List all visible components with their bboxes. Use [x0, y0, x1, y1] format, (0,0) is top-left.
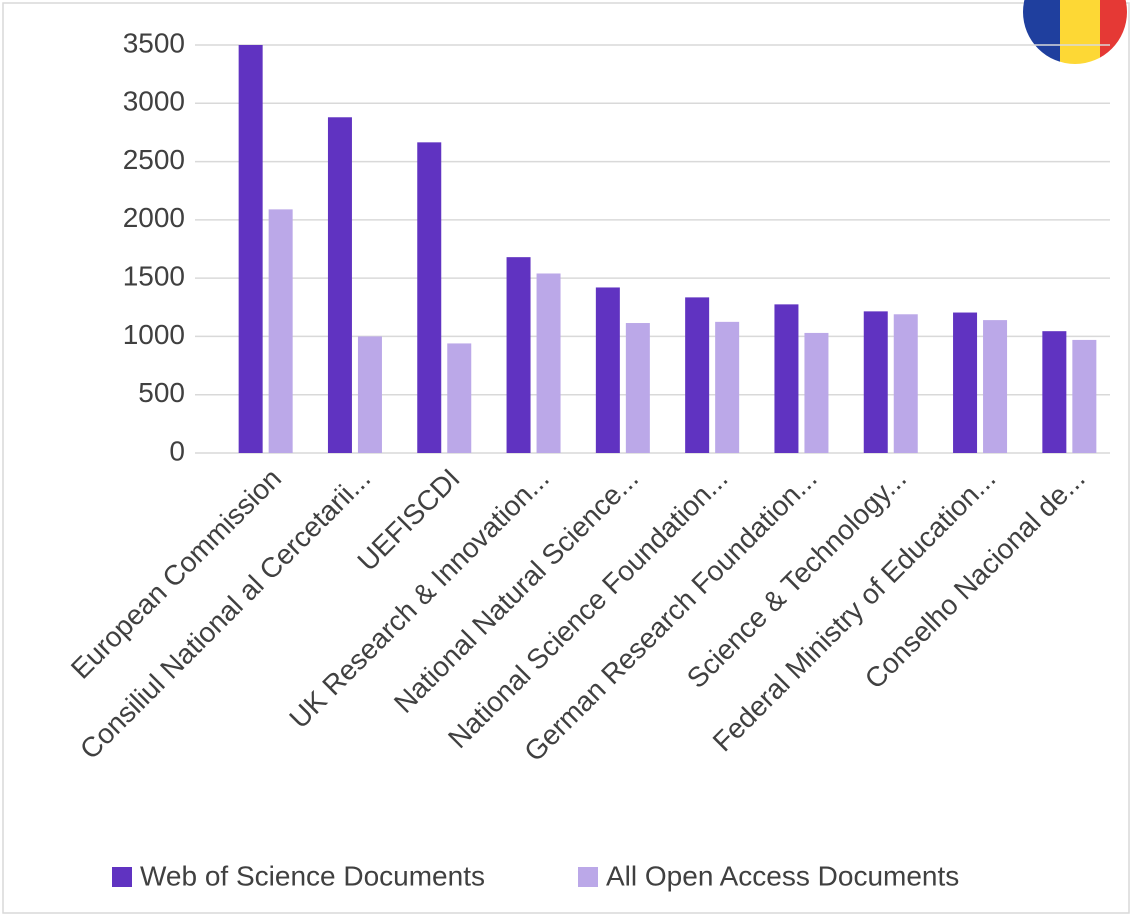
bar: [447, 343, 472, 453]
bar: [625, 323, 650, 453]
bar: [417, 142, 442, 453]
legend-label: All Open Access Documents: [606, 860, 959, 891]
y-tick-label: 2000: [123, 202, 185, 233]
legend-swatch: [578, 867, 598, 887]
bar: [357, 336, 382, 453]
legend: Web of Science Documents All Open Access …: [112, 860, 959, 891]
y-tick-label: 3000: [123, 86, 185, 117]
bar: [506, 257, 531, 453]
bar: [983, 320, 1008, 453]
y-tick-label: 1500: [123, 261, 185, 292]
bar: [536, 273, 561, 453]
bar: [1042, 331, 1067, 453]
bar: [715, 321, 740, 453]
bar: [863, 311, 888, 453]
y-tick-label: 1000: [123, 319, 185, 350]
bar: [327, 117, 352, 453]
bar: [953, 312, 978, 453]
bar: [238, 45, 263, 453]
y-tick-label: 500: [138, 377, 185, 408]
bar: [268, 209, 293, 453]
bar: [804, 332, 829, 453]
legend-swatch: [112, 867, 132, 887]
y-tick-label: 3500: [123, 27, 185, 58]
bar: [1072, 339, 1097, 453]
bar: [893, 314, 918, 453]
bar: [595, 287, 620, 453]
y-tick-label: 0: [169, 435, 185, 466]
bar: [774, 304, 799, 453]
y-tick-label: 2500: [123, 144, 185, 175]
legend-label: Web of Science Documents: [140, 860, 485, 891]
bar: [685, 297, 710, 453]
